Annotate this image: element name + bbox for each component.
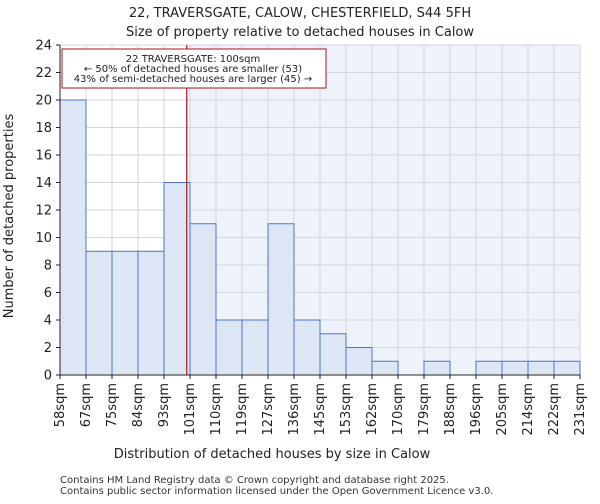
y-tick-label: 10 bbox=[35, 231, 52, 246]
bar-145sqm bbox=[319, 333, 347, 376]
bar-136sqm bbox=[293, 319, 321, 376]
x-tick-label: 222sqm bbox=[547, 383, 562, 436]
chart-subtitle: Size of property relative to detached ho… bbox=[126, 25, 474, 40]
x-tick-label: 119sqm bbox=[235, 383, 250, 436]
x-tick-label: 75sqm bbox=[105, 383, 120, 427]
x-tick-label: 153sqm bbox=[339, 383, 354, 436]
bar-196sqm bbox=[475, 360, 503, 376]
x-tick-label: 205sqm bbox=[495, 383, 510, 436]
x-tick-label: 136sqm bbox=[287, 383, 302, 436]
y-tick-label: 16 bbox=[35, 149, 52, 164]
y-tick-label: 14 bbox=[35, 176, 52, 191]
x-axis-title: Distribution of detached houses by size … bbox=[114, 447, 431, 462]
x-tick-label: 110sqm bbox=[209, 383, 224, 436]
x-tick-label: 196sqm bbox=[469, 383, 484, 436]
x-tick-label: 58sqm bbox=[53, 383, 68, 427]
y-axis-title: Number of detached properties bbox=[2, 114, 17, 319]
bar-153sqm bbox=[345, 347, 373, 376]
y-tick-label: 6 bbox=[44, 286, 52, 301]
x-tick-label: 170sqm bbox=[391, 383, 406, 436]
bar-93sqm bbox=[163, 182, 191, 376]
bar-67sqm bbox=[85, 250, 113, 376]
x-tick-label: 179sqm bbox=[417, 383, 432, 436]
y-tick-label: 8 bbox=[44, 259, 52, 274]
y-tick-label: 4 bbox=[44, 314, 52, 329]
x-tick-label: 231sqm bbox=[573, 383, 588, 436]
annotation-line-1: 22 TRAVERSGATE: 100sqm bbox=[126, 54, 260, 65]
x-tick-label: 188sqm bbox=[443, 383, 458, 436]
y-tick-label: 0 bbox=[44, 369, 52, 384]
annotation-frame bbox=[61, 48, 327, 89]
x-tick-label: 93sqm bbox=[157, 383, 172, 427]
bar-58sqm bbox=[59, 99, 87, 376]
bar-214sqm bbox=[527, 360, 555, 376]
annotation-line-3: 43% of semi-detached houses are larger (… bbox=[74, 74, 312, 85]
annotation-line-2: ← 50% of detached houses are smaller (53… bbox=[84, 64, 302, 75]
y-tick-label: 18 bbox=[35, 121, 52, 136]
bar-222sqm bbox=[553, 360, 581, 376]
bar-127sqm bbox=[267, 223, 295, 376]
bar-119sqm bbox=[241, 319, 269, 376]
y-tick-label: 20 bbox=[35, 94, 52, 109]
x-tick-label: 127sqm bbox=[261, 383, 276, 436]
y-tick-label: 2 bbox=[44, 341, 52, 356]
footer-line-1: Contains HM Land Registry data © Crown c… bbox=[60, 475, 449, 486]
y-tick-label: 24 bbox=[35, 39, 52, 54]
chart-title: 22, TRAVERSGATE, CALOW, CHESTERFIELD, S4… bbox=[129, 6, 471, 21]
x-tick-label: 101sqm bbox=[183, 383, 198, 436]
x-tick-label: 145sqm bbox=[313, 383, 328, 436]
x-tick-label: 214sqm bbox=[521, 383, 536, 436]
x-tick-label: 67sqm bbox=[79, 383, 94, 427]
bar-162sqm bbox=[371, 360, 399, 376]
y-tick-label: 22 bbox=[35, 66, 52, 81]
bar-110sqm bbox=[215, 319, 243, 376]
footer-line-2: Contains public sector information licen… bbox=[60, 486, 493, 497]
bar-205sqm bbox=[501, 360, 529, 376]
bar-101sqm bbox=[189, 223, 217, 376]
x-tick-label: 84sqm bbox=[131, 383, 146, 427]
y-tick-label: 12 bbox=[35, 204, 52, 219]
bar-84sqm bbox=[137, 250, 165, 376]
bar-75sqm bbox=[111, 250, 139, 376]
x-tick-label: 162sqm bbox=[365, 383, 380, 436]
bar-179sqm bbox=[423, 360, 451, 376]
annotation-box: 22 TRAVERSGATE: 100sqm ← 50% of detached… bbox=[61, 48, 327, 89]
